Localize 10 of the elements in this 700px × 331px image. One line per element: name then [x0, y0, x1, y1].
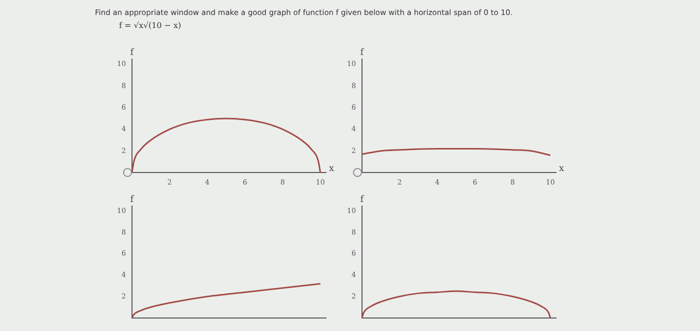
y-axis-title: f	[130, 48, 134, 58]
y-axis-title: f	[360, 194, 364, 205]
line-series	[362, 290, 552, 318]
y-axis-title: f	[130, 194, 134, 205]
x-axis-title: x	[329, 164, 334, 174]
y-axis-title: f	[360, 48, 364, 58]
x-axis-title: x	[559, 164, 564, 174]
line-series	[132, 282, 322, 318]
line-series	[362, 148, 552, 156]
text: f = √x√(10 − x)	[119, 21, 182, 30]
